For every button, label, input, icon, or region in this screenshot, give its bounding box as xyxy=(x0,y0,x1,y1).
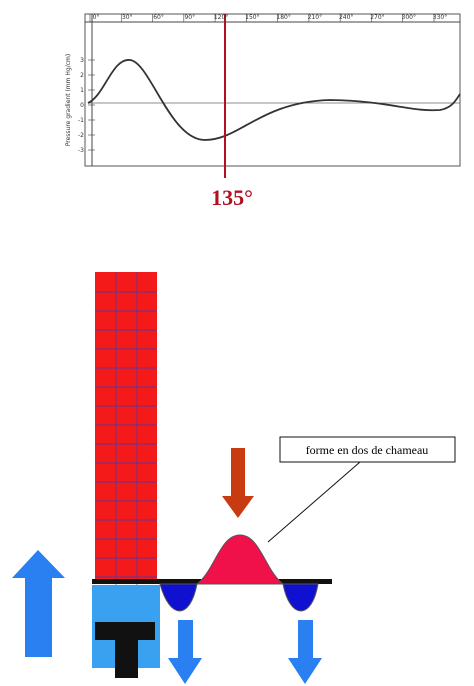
down-arrow xyxy=(288,620,322,684)
x-tick-label: 150° xyxy=(245,14,259,21)
callout-text: forme en dos de chameau xyxy=(306,443,429,457)
down-arrow xyxy=(168,620,202,684)
x-tick-label: 270° xyxy=(370,14,384,21)
y-tick-label: 1 xyxy=(80,87,84,94)
diagram: forme en dos de chameau xyxy=(12,272,456,684)
x-tick-label: 120° xyxy=(214,14,228,21)
blue-dip xyxy=(282,583,319,612)
graph-frame xyxy=(84,13,461,167)
callout-box xyxy=(279,436,456,463)
y-tick-label: -1 xyxy=(78,117,84,124)
x-tick-label: 60° xyxy=(153,14,164,21)
x-tick-label: 240° xyxy=(339,14,353,21)
x-tick-label: 180° xyxy=(276,14,290,21)
y-tick-label: -3 xyxy=(78,147,84,154)
graph: Pressure gradient (mm Hg/cm) 135° xyxy=(65,13,461,210)
x-tick-label: 90° xyxy=(184,14,195,21)
y-axis-label: Pressure gradient (mm Hg/cm) xyxy=(65,54,72,146)
x-tick-label: 30° xyxy=(122,14,133,21)
red-column xyxy=(95,272,157,580)
x-tick-label: 300° xyxy=(402,14,416,21)
marker-label: 135° xyxy=(211,185,253,210)
y-tick-label: 0 xyxy=(80,102,84,109)
up-arrow xyxy=(12,550,65,657)
x-tick-label: 210° xyxy=(308,14,322,21)
brown-arrow xyxy=(222,448,254,518)
x-tick-label: 330° xyxy=(433,14,447,21)
x-tick-label: 0° xyxy=(93,14,100,21)
blue-dip xyxy=(159,583,198,612)
y-tick-label: 3 xyxy=(80,57,84,64)
y-tick-label: -2 xyxy=(78,132,84,139)
pressure-curve xyxy=(87,59,461,141)
hump xyxy=(195,534,285,585)
t-shape xyxy=(95,622,155,678)
callout-line xyxy=(267,461,361,543)
y-tick-label: 2 xyxy=(80,72,84,79)
